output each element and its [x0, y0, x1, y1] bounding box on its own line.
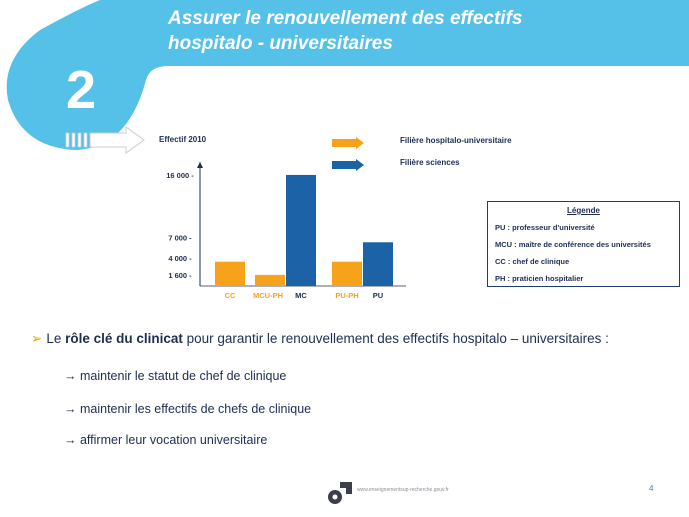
x-tick-label: MC [295, 291, 307, 300]
bar-chart-svg: Effectif 2010 16 000 - 7 000 - 4 000 - 1 60… [159, 135, 406, 300]
bar-mcu-ph [255, 274, 285, 286]
title-line-2: hospitalo - universitaires [168, 33, 393, 54]
legend-item-pu: PU : professeur d'université [495, 223, 595, 232]
legend-item-ph: PH : praticien hospitalier [495, 274, 584, 283]
legend-swatch [332, 159, 364, 171]
legend-item-mcu: MCU : maître de conférence des universit… [495, 240, 651, 249]
bar-pu [363, 242, 393, 286]
slide-number: 2 [66, 60, 97, 120]
page-title: Assurer le renouvellement des effectifs … [168, 6, 678, 56]
main-bullet: ➢ Le rôle clé du clinicat pour garantir l… [31, 331, 689, 347]
y-tick-label: 4 000 - [168, 254, 192, 263]
y-tick-label: 7 000 - [168, 233, 192, 242]
chart-title: Effectif 2010 [159, 135, 207, 144]
ministry-logo-icon [328, 482, 352, 504]
main-bullet-prefix: Le [46, 331, 66, 346]
x-tick-label: CC [225, 291, 236, 300]
chart-labels: 16 000 - 7 000 - 4 000 - 1 600 - CC MCU-PH MC P… [166, 171, 383, 300]
sub-bullet-1: → maintenir le statut de chef de cliniqu… [64, 369, 287, 383]
bullet-arrow-icon: ➢ [31, 331, 43, 346]
abbreviation-legend-box: Légende PU : professeur d'université MCU… [487, 201, 680, 287]
chart-bars [215, 174, 393, 286]
title-line-1: Assurer le renouvellement des effectifs [168, 8, 523, 29]
sub-bullet-3: → affirmer leur vocation universitaire [64, 433, 268, 447]
bar-mc [286, 174, 316, 286]
y-tick-label: 16 000 - [166, 171, 194, 180]
legend-swatch [332, 137, 364, 149]
y-tick-label: 1 600 - [168, 271, 192, 280]
right-arrow-icon [65, 126, 145, 154]
bar-chart: Effectif 2010 16 000 - 7 000 - 4 000 - 1 60… [140, 128, 470, 308]
main-bullet-strong: rôle clé du clinicat [65, 331, 183, 346]
legend-label: Filière hospitalo-universitaire [400, 136, 512, 145]
legend-box-title: Légende [567, 206, 600, 215]
bar-pu-ph [332, 261, 362, 286]
x-tick-label: MCU-PH [253, 291, 283, 300]
legend-item-cc: CC : chef de clinique [495, 257, 570, 266]
main-bullet-suffix: pour garantir le renouvellement des effe… [182, 331, 609, 346]
header-banner [0, 0, 689, 150]
banner-shape [0, 0, 689, 150]
footer-url: www.enseignementsup-recherche.gouv.fr [357, 487, 449, 493]
y-axis-arrow [197, 162, 203, 168]
page-number: 4 [649, 484, 654, 493]
bar-cc [215, 261, 245, 286]
legend-label: Filière sciences [400, 158, 460, 167]
sub-bullet-2: → maintenir les effectifs de chefs de cl… [64, 402, 312, 416]
x-tick-label: PU-PH [335, 291, 358, 300]
x-tick-label: PU [373, 291, 383, 300]
